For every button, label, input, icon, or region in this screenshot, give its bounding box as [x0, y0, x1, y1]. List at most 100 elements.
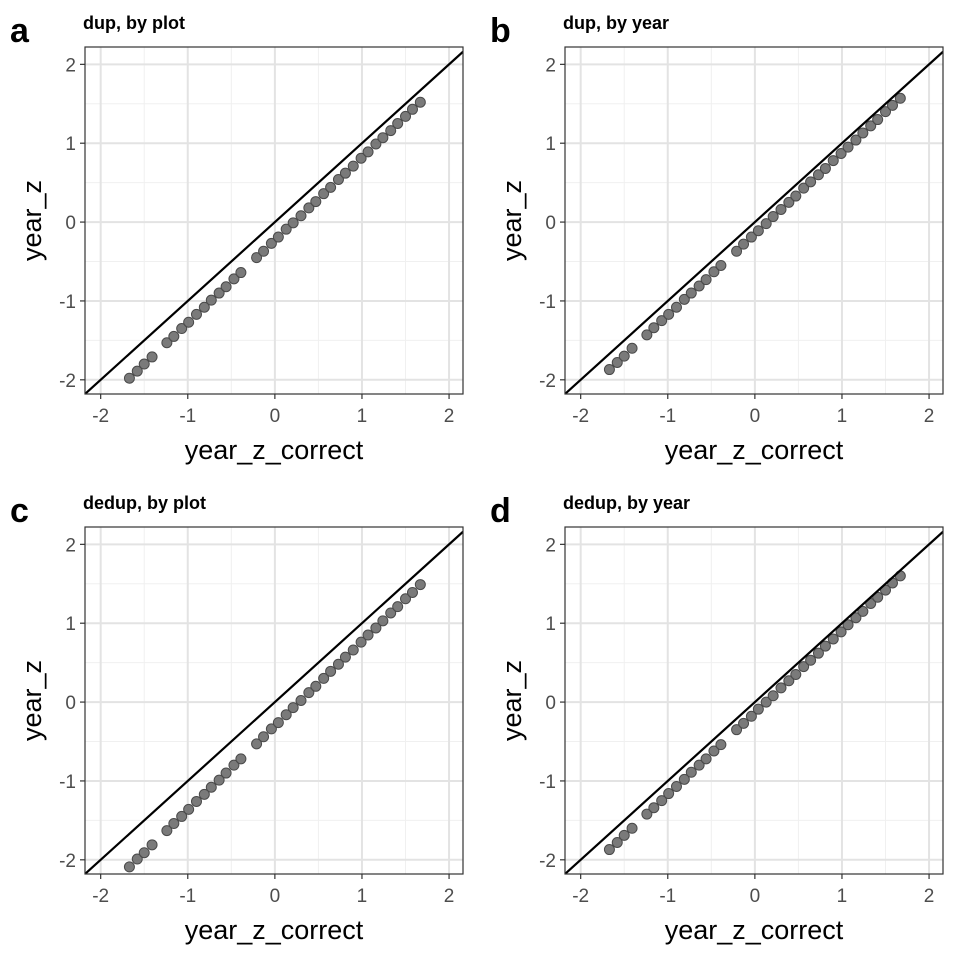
x-tick-label: -2: [92, 886, 109, 907]
point: [355, 636, 367, 648]
point: [339, 651, 351, 663]
point: [123, 372, 135, 384]
point: [670, 301, 682, 313]
point: [894, 92, 906, 104]
point: [161, 825, 173, 837]
point: [663, 308, 675, 320]
point: [738, 717, 750, 729]
point: [213, 287, 225, 299]
x-tick-label: -2: [572, 886, 589, 907]
point: [287, 702, 299, 714]
y-tick-label: -1: [59, 772, 76, 793]
point: [626, 822, 638, 834]
x-tick-label: 0: [750, 886, 761, 907]
point: [715, 739, 727, 751]
point: [332, 658, 344, 670]
y-tick-label: 1: [65, 134, 76, 155]
point: [347, 644, 359, 656]
point: [332, 173, 344, 185]
point: [400, 110, 412, 122]
point: [251, 252, 263, 264]
x-tick-label: -1: [659, 406, 676, 427]
x-tick-label: 2: [924, 886, 935, 907]
y-tick-label: 1: [545, 614, 556, 635]
point: [318, 672, 330, 684]
x-tick-label: -1: [179, 406, 196, 427]
identity-line: [565, 530, 943, 874]
x-tick-label: -2: [92, 406, 109, 427]
point: [670, 780, 682, 792]
point: [872, 114, 884, 126]
point: [205, 294, 217, 306]
x-tick-label: -1: [659, 886, 676, 907]
point: [287, 217, 299, 229]
panel: -2 -1 0 1 2 -2 -1 0 1 2 d dedup, by year year_z_corr…: [490, 492, 944, 945]
point: [775, 203, 787, 215]
y-tick-label: -1: [539, 772, 556, 793]
y-tick-label: -2: [539, 851, 556, 872]
y-tick-label: -2: [59, 851, 76, 872]
point: [819, 162, 831, 174]
x-tick-label: 0: [270, 406, 281, 427]
plot-border: [84, 46, 464, 395]
point: [812, 169, 824, 181]
panel: -2 -1 0 1 2 -2 -1 0 1 2 b dup, by year year_z_correc…: [490, 12, 944, 465]
point: [715, 259, 727, 271]
x-tick-label: 1: [357, 406, 368, 427]
point: [272, 717, 284, 729]
point: [760, 696, 772, 708]
y-axis-title: year_z: [17, 660, 47, 741]
point: [392, 117, 404, 129]
point: [678, 773, 690, 785]
y-tick-label: -2: [59, 371, 76, 392]
x-tick-label: 1: [357, 886, 368, 907]
y-axis-title: year_z: [497, 660, 527, 741]
point: [886, 99, 898, 111]
point: [626, 342, 638, 354]
point: [228, 273, 240, 285]
point: [685, 766, 697, 778]
point: [303, 687, 315, 699]
point: [303, 202, 315, 214]
panel-title: dedup, by year: [563, 493, 690, 513]
point: [731, 245, 743, 257]
point: [190, 308, 202, 320]
point: [406, 103, 418, 115]
identity-line: [85, 530, 463, 874]
point: [325, 665, 337, 677]
point: [842, 141, 854, 153]
point: [370, 622, 382, 634]
point: [138, 358, 150, 370]
point: [400, 593, 412, 605]
point: [611, 836, 623, 848]
point: [827, 633, 839, 645]
y-tick-label: -2: [539, 371, 556, 392]
x-tick-label: 0: [270, 886, 281, 907]
point: [850, 612, 862, 624]
point: [146, 839, 158, 851]
point: [414, 96, 426, 108]
panel-tag: d: [490, 492, 511, 530]
y-tick-label: 2: [545, 535, 556, 556]
plot-border: [84, 526, 464, 875]
point: [835, 626, 847, 638]
y-tick-label: 2: [65, 535, 76, 556]
y-tick-label: -1: [59, 292, 76, 313]
y-tick-label: 2: [545, 55, 556, 76]
point: [708, 745, 720, 757]
point: [205, 781, 217, 793]
point: [198, 788, 210, 800]
point: [280, 709, 292, 721]
point: [183, 316, 195, 328]
point: [414, 579, 426, 591]
point: [183, 803, 195, 815]
x-axis-title: year_z_correct: [665, 435, 844, 465]
panel-title: dup, by plot: [83, 13, 185, 33]
point: [318, 188, 330, 200]
point: [700, 753, 712, 765]
point: [656, 315, 668, 327]
point: [347, 160, 359, 172]
point: [265, 723, 277, 735]
point: [775, 682, 787, 694]
